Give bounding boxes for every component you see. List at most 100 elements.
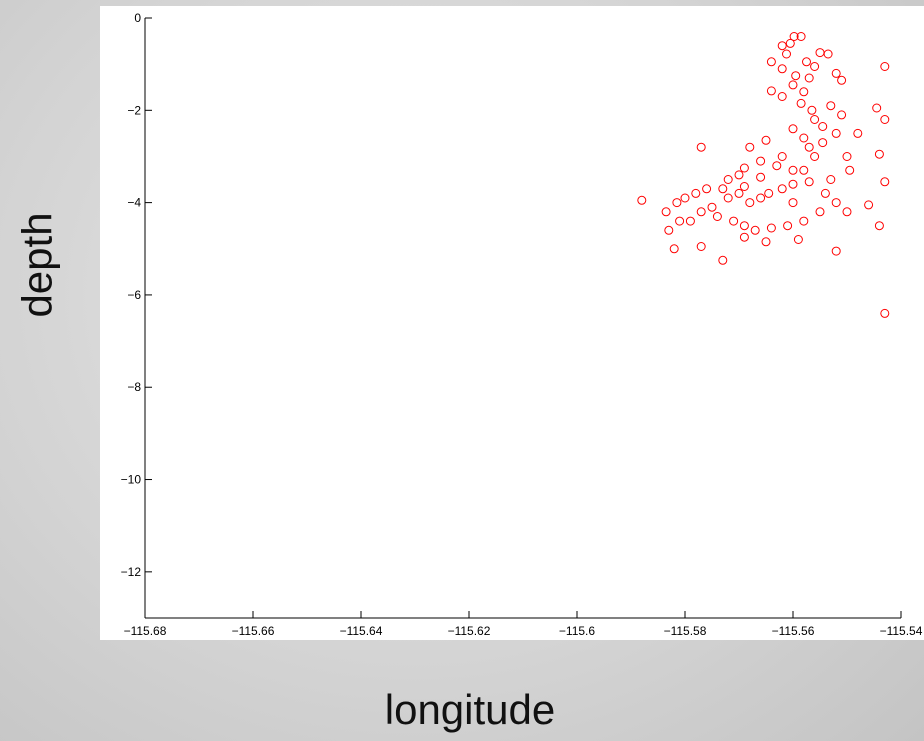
data-point bbox=[880, 115, 890, 124]
x-tick-label: −115.56 bbox=[772, 624, 815, 638]
y-tick-label: 0 bbox=[134, 11, 141, 25]
data-point bbox=[804, 73, 814, 83]
y-tick-label: −4 bbox=[127, 196, 141, 210]
data-point bbox=[761, 237, 771, 247]
data-point bbox=[818, 138, 828, 148]
y-axis-label: depth bbox=[8, 200, 68, 330]
data-point bbox=[675, 216, 685, 226]
data-point bbox=[777, 152, 787, 161]
y-tick-label: −10 bbox=[121, 473, 142, 487]
data-point bbox=[734, 170, 744, 180]
data-point bbox=[788, 198, 798, 208]
data-point bbox=[831, 68, 841, 78]
data-point bbox=[723, 193, 733, 203]
data-point bbox=[845, 165, 855, 175]
data-point bbox=[874, 221, 884, 231]
x-tick-label: −115.68 bbox=[124, 624, 167, 638]
data-point bbox=[739, 163, 749, 173]
data-point bbox=[712, 212, 722, 221]
data-point bbox=[788, 165, 798, 175]
data-point bbox=[756, 193, 766, 203]
data-point bbox=[664, 225, 674, 235]
scatter-plot: 0 −2 −4 −6 −8 −10 −12 −115.68 −115.66 −115.64 −115… bbox=[121, 11, 923, 638]
data-point bbox=[739, 221, 749, 231]
data-point bbox=[745, 198, 755, 208]
data-point bbox=[826, 101, 836, 111]
data-point bbox=[796, 32, 806, 41]
data-point bbox=[823, 49, 833, 59]
data-point bbox=[818, 122, 828, 131]
data-point bbox=[785, 38, 795, 48]
data-point bbox=[788, 179, 798, 189]
x-tick-label: −115.66 bbox=[232, 624, 275, 638]
data-point bbox=[831, 246, 841, 256]
data-point bbox=[831, 198, 841, 208]
data-point bbox=[793, 235, 803, 244]
data-point bbox=[804, 142, 814, 152]
x-tick-label: −115.54 bbox=[880, 624, 923, 638]
data-point bbox=[723, 175, 733, 184]
data-point bbox=[680, 193, 690, 203]
y-tick-label: −8 bbox=[127, 380, 141, 394]
data-point bbox=[796, 98, 806, 108]
data-point bbox=[777, 184, 787, 194]
data-point bbox=[691, 188, 701, 198]
data-point bbox=[734, 188, 744, 198]
data-point bbox=[826, 175, 836, 184]
data-point bbox=[789, 32, 799, 41]
data-point bbox=[782, 49, 791, 59]
data-point bbox=[783, 221, 793, 231]
data-points bbox=[637, 32, 890, 318]
data-point bbox=[707, 202, 717, 212]
data-point bbox=[802, 57, 811, 67]
data-point bbox=[756, 156, 766, 166]
data-point bbox=[729, 216, 739, 226]
data-point bbox=[799, 216, 809, 226]
data-point bbox=[756, 172, 766, 182]
data-point bbox=[777, 64, 787, 74]
data-point bbox=[739, 232, 749, 242]
data-point bbox=[637, 195, 647, 205]
data-point bbox=[837, 75, 847, 85]
y-axis-label-text: depth bbox=[14, 212, 62, 318]
data-point bbox=[696, 207, 706, 217]
data-point bbox=[810, 115, 820, 124]
data-point bbox=[766, 57, 776, 67]
x-axis-label: longitude bbox=[384, 686, 556, 733]
data-point bbox=[669, 244, 679, 254]
data-point bbox=[766, 223, 776, 233]
data-point bbox=[880, 62, 890, 71]
data-point bbox=[766, 86, 776, 96]
axes: 0 −2 −4 −6 −8 −10 −12 −115.68 −115.66 −115.64 −115… bbox=[121, 11, 923, 638]
x-tick-label: −115.6 bbox=[559, 624, 595, 638]
data-point bbox=[831, 128, 841, 138]
data-point bbox=[745, 142, 755, 152]
data-point bbox=[799, 133, 809, 143]
data-point bbox=[750, 225, 760, 235]
data-point bbox=[837, 110, 847, 120]
y-tick-label: −2 bbox=[127, 103, 141, 117]
data-point bbox=[772, 161, 782, 171]
data-point bbox=[788, 80, 798, 90]
y-tick-label: −12 bbox=[121, 565, 142, 579]
data-point bbox=[874, 149, 884, 159]
data-point bbox=[799, 87, 809, 97]
data-point bbox=[696, 142, 706, 152]
x-tick-label: −115.64 bbox=[340, 624, 383, 638]
data-point bbox=[842, 152, 852, 161]
data-point bbox=[880, 177, 890, 187]
data-point bbox=[739, 182, 749, 191]
data-point bbox=[807, 105, 817, 115]
data-point bbox=[702, 184, 712, 194]
data-point bbox=[777, 92, 787, 101]
data-point bbox=[777, 41, 787, 51]
figure-panel: 0 −2 −4 −6 −8 −10 −12 −115.68 −115.66 −115.64 −115… bbox=[100, 6, 924, 640]
data-point bbox=[764, 188, 774, 198]
data-point bbox=[791, 71, 801, 81]
data-point bbox=[842, 207, 852, 217]
data-point bbox=[718, 255, 728, 265]
x-tick-label: −115.62 bbox=[448, 624, 491, 638]
data-point bbox=[804, 177, 814, 187]
data-point bbox=[761, 135, 771, 145]
data-point bbox=[696, 242, 706, 251]
